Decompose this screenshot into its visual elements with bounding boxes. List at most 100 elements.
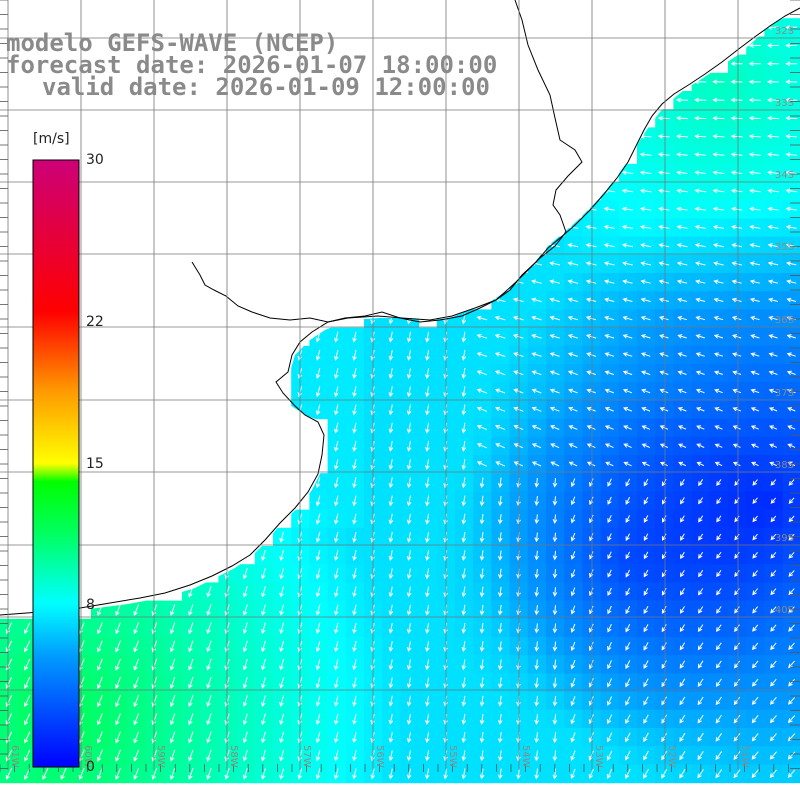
wind-arrow [169, 695, 176, 708]
wind-arrow [785, 206, 797, 212]
wind-arrow [658, 206, 670, 212]
wind-arrow [661, 660, 667, 669]
wind-arrow [679, 678, 686, 688]
wind-arrow [752, 606, 759, 614]
wind-arrow [697, 660, 704, 669]
wind-arrow [151, 731, 158, 744]
wind-arrow [643, 478, 649, 487]
wind-arrow [479, 713, 485, 725]
wind-arrow [568, 388, 578, 394]
wind-arrow [315, 495, 321, 507]
wind-arrow [715, 696, 722, 706]
wind-arrow [568, 443, 578, 449]
wind-arrow [643, 569, 649, 578]
wind-arrow [585, 315, 597, 321]
wind-arrow [570, 587, 576, 597]
wind-arrow [151, 658, 158, 671]
wind-arrow [497, 532, 503, 543]
wind-arrow [315, 477, 321, 489]
wind-arrow [479, 604, 485, 616]
wind-arrow [588, 768, 594, 780]
wind-arrow [534, 532, 540, 543]
wind-arrow [133, 640, 140, 653]
wind-arrow [550, 443, 560, 449]
wind-arrow [388, 695, 394, 707]
wind-arrow [96, 622, 103, 635]
wind-arrow [586, 443, 596, 449]
wind-arrow [680, 497, 685, 505]
wind-arrow [261, 622, 266, 635]
wind-arrow [406, 477, 412, 489]
wind-arrow [604, 352, 615, 357]
wind-arrow [425, 386, 430, 398]
wind-arrow [279, 531, 284, 543]
wind-arrow [623, 443, 632, 449]
wind-arrow [767, 243, 779, 248]
wind-arrow [188, 676, 194, 689]
wind-arrow [695, 370, 705, 376]
wind-arrow [607, 660, 612, 670]
wind-arrow [479, 532, 485, 543]
wind-arrow [169, 713, 176, 726]
wind-arrow [697, 769, 704, 779]
wind-arrow [552, 514, 558, 524]
wind-arrow [279, 622, 284, 635]
wind-arrow [641, 388, 651, 394]
wind-arrow [151, 676, 158, 689]
wind-arrow [751, 696, 759, 706]
wind-arrow [425, 732, 430, 744]
wind-arrow [552, 677, 558, 689]
wind-arrow [352, 459, 357, 471]
wind-arrow [461, 386, 467, 398]
wind-arrow [24, 676, 31, 689]
wind-arrow [534, 496, 540, 506]
wind-arrow [461, 440, 467, 452]
wind-arrow [552, 569, 558, 579]
wind-arrow [680, 478, 685, 487]
wind-arrow [333, 622, 339, 634]
wind-arrow [406, 659, 412, 671]
wind-arrow [586, 370, 596, 376]
wind-arrow [461, 732, 467, 744]
wind-arrow [388, 422, 394, 434]
wind-arrow [352, 477, 357, 489]
wind-arrow [406, 459, 412, 471]
wind-arrow [604, 370, 615, 376]
wind-arrow [679, 624, 686, 633]
wind-arrow [334, 459, 339, 471]
wind-arrow [352, 622, 357, 634]
wind-arrow [206, 586, 212, 598]
wind-arrow [748, 152, 761, 157]
wind-arrow [678, 461, 687, 467]
wind-arrow [604, 297, 615, 303]
wind-arrow [788, 570, 795, 577]
wind-arrow [242, 768, 248, 780]
wind-arrow [661, 732, 668, 743]
coastline [0, 7, 800, 616]
wind-arrow [731, 279, 742, 285]
wind-arrow [570, 496, 576, 506]
wind-arrow [352, 677, 357, 689]
wind-arrow [713, 334, 724, 339]
wind-arrow [461, 586, 467, 598]
wind-arrow [694, 133, 707, 139]
wind-arrow [334, 331, 339, 343]
wind-arrow [623, 461, 632, 467]
wind-arrow [476, 333, 488, 339]
wind-arrow [333, 640, 339, 653]
wind-arrow [531, 461, 542, 467]
wind-arrow [767, 279, 779, 285]
wind-arrow [786, 279, 797, 285]
wind-arrow [188, 749, 194, 762]
wind-arrow [696, 443, 705, 448]
river-plate-coast [191, 0, 583, 323]
wind-arrow [679, 606, 685, 614]
latitude-label: 36S [775, 315, 794, 326]
wind-arrow [425, 531, 430, 543]
wind-arrow [786, 261, 797, 266]
wind-arrow [659, 370, 669, 375]
wind-arrow [752, 624, 759, 632]
wind-arrow [770, 515, 777, 523]
wind-arrow [534, 477, 540, 488]
wind-arrow [333, 750, 339, 762]
